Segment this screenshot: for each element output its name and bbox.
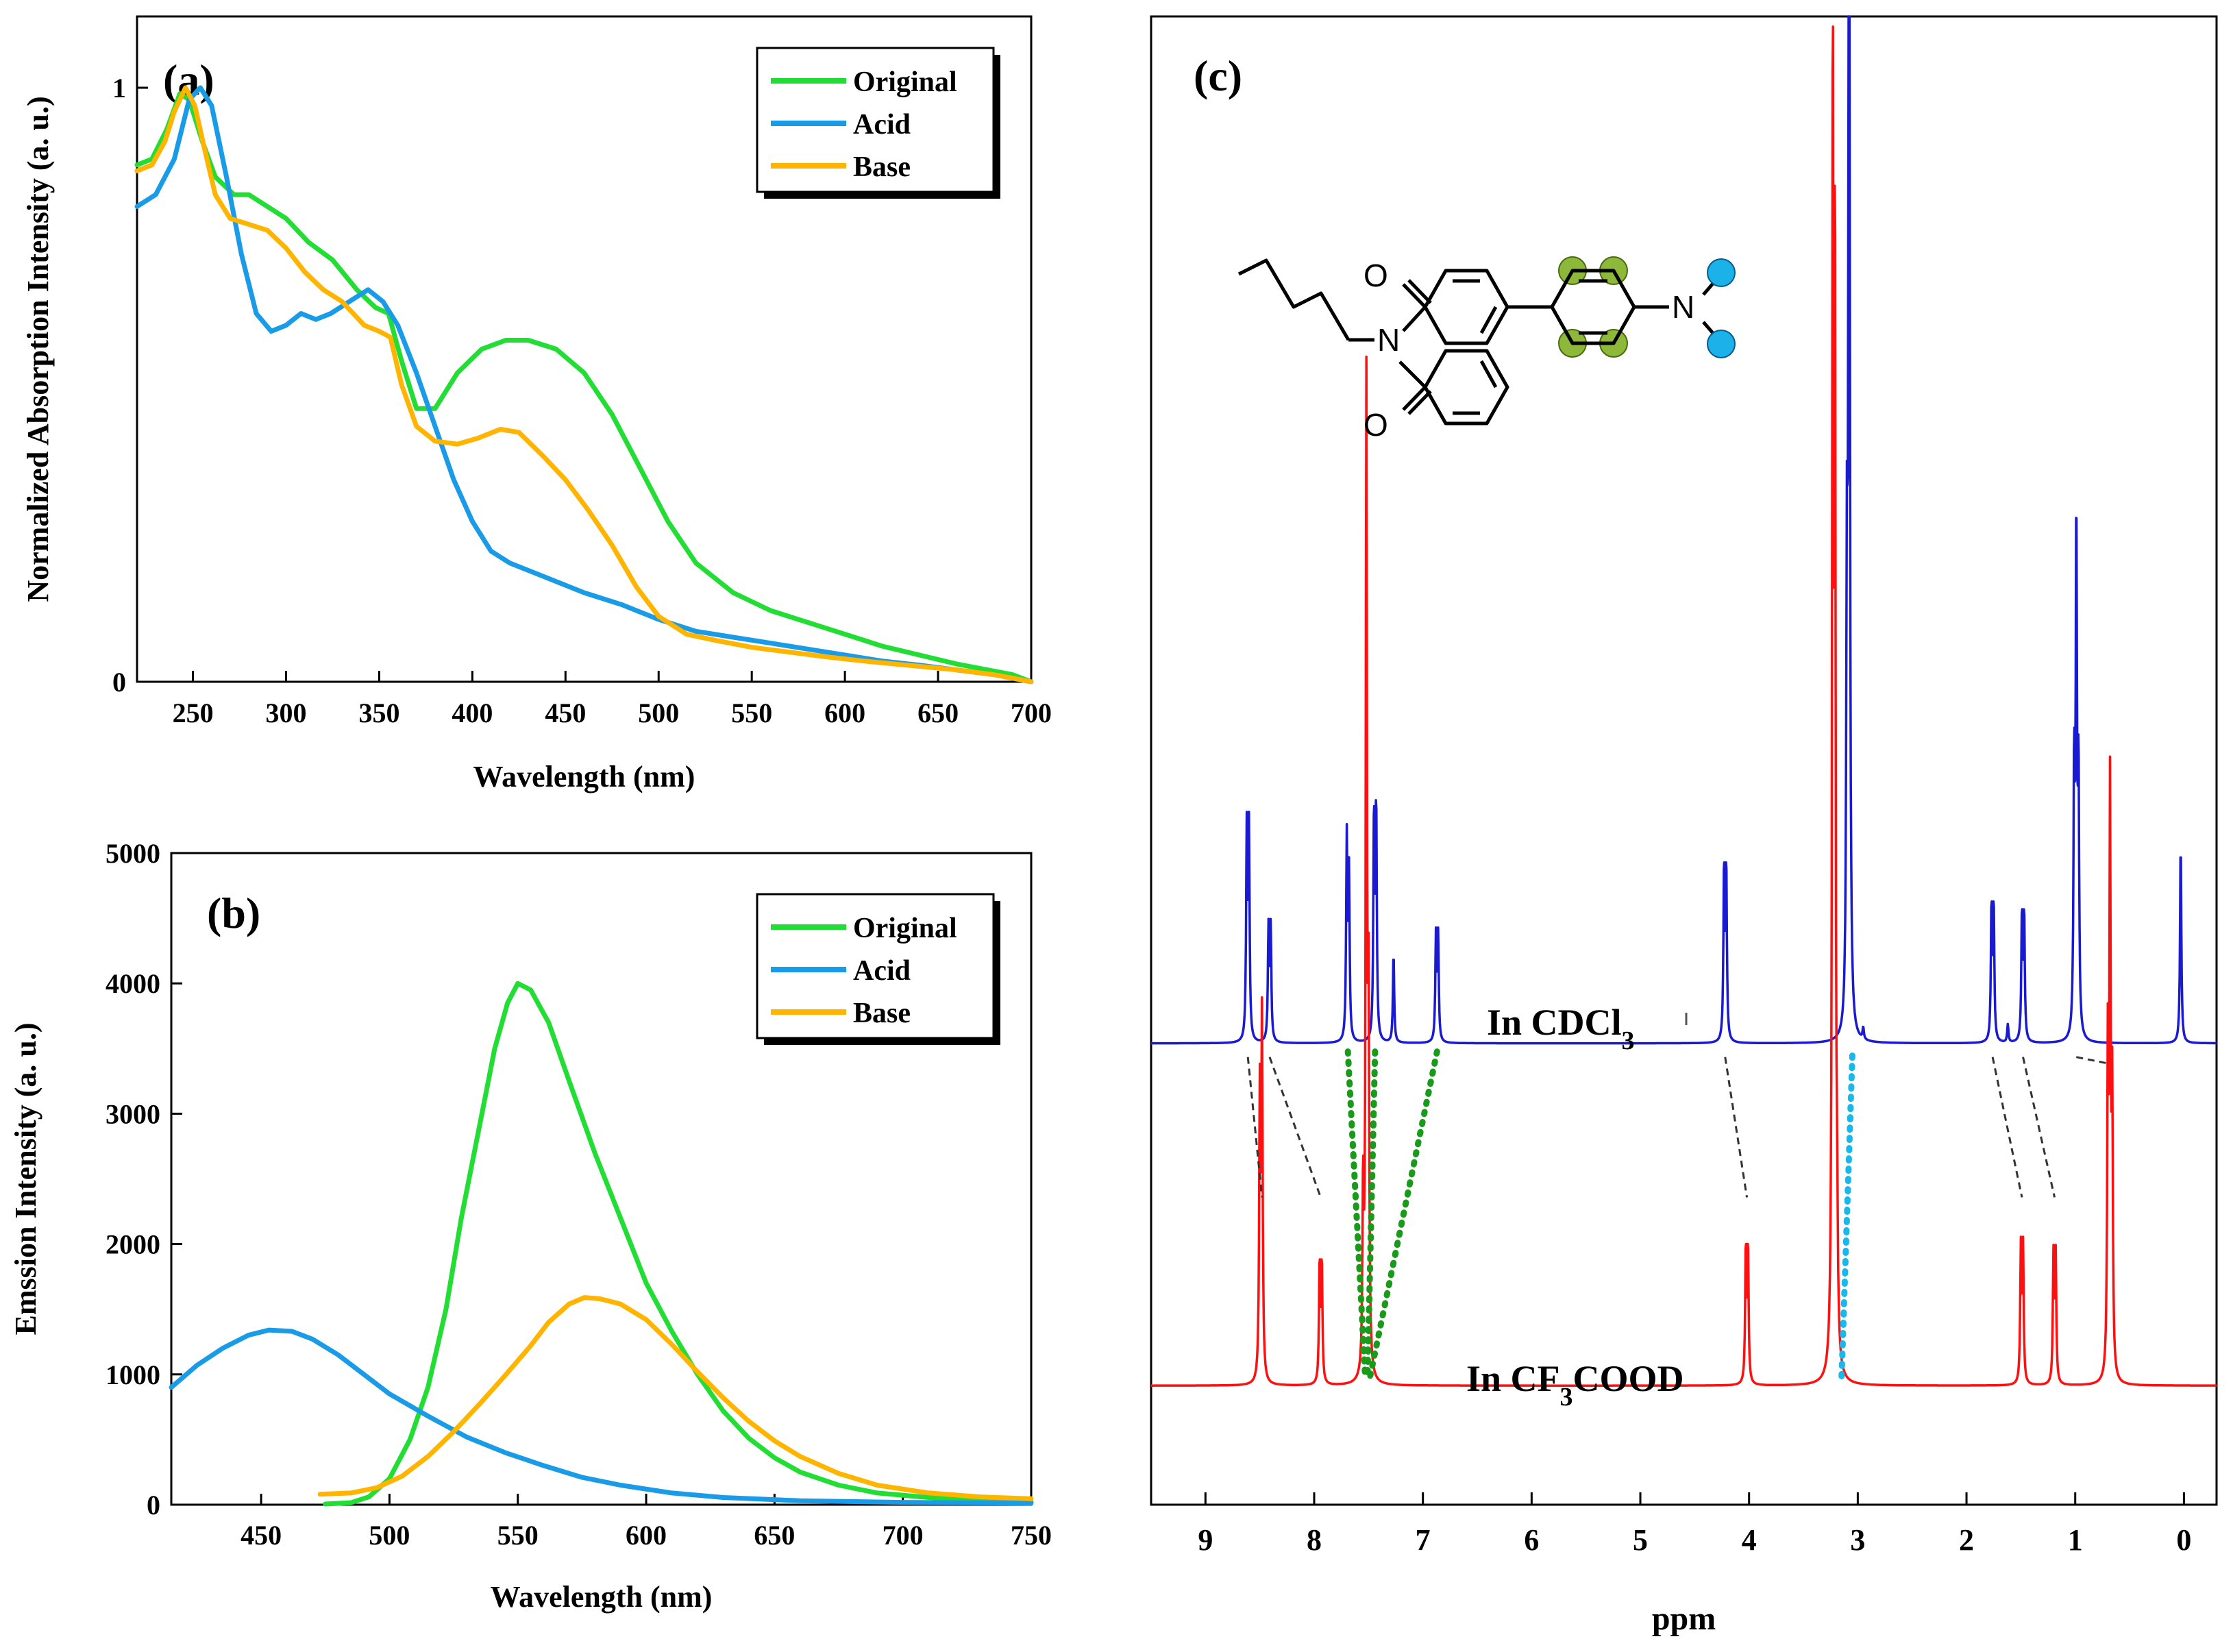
- x-tick-label-b: 700: [883, 1520, 924, 1551]
- x-tick-label-c: 2: [1959, 1523, 1974, 1557]
- correlation-line-gray: [2076, 1056, 2110, 1065]
- x-tick-label-a: 300: [266, 698, 307, 728]
- y-tick-label-b: 3000: [106, 1098, 160, 1129]
- x-axis-title-c: ppm: [1652, 1601, 1716, 1637]
- plot-frame-a: [136, 15, 1033, 683]
- legend-label-original-a: Original: [853, 66, 957, 98]
- y-tick-label-b: 4000: [106, 968, 160, 999]
- y-tick-label-a: 1: [112, 73, 126, 103]
- panel-c-nmr-chart: 9 8 7 6 5 4 3 2 1 0 ppm (c) In CDCl3 In CF3COOD: [1150, 15, 2218, 1637]
- x-tick-label-c: 7: [1416, 1523, 1431, 1557]
- blue-highlight-dot: [1707, 258, 1736, 287]
- panel-a-absorption-chart: 250 300 350 400 450 500 550 600 650 700 0 1 Waveleng…: [21, 15, 1052, 793]
- blue-highlight-markers: [1707, 258, 1736, 358]
- correlation-line-gray: [1724, 1057, 1749, 1198]
- x-axis-title-b: Wavelength (nm): [491, 1580, 713, 1614]
- panel-label-c: (c): [1194, 51, 1242, 100]
- x-tick-label-a: 350: [358, 698, 399, 728]
- panel-label-b: (b): [207, 889, 260, 937]
- x-tick-label-a: 700: [1011, 698, 1052, 728]
- x-tick-label-c: 4: [1742, 1523, 1757, 1557]
- correlation-line-cyan: [1838, 1052, 1855, 1383]
- legend-label-acid-a: Acid: [853, 109, 911, 140]
- panel-b-emission-chart: 450 500 550 600 650 700 750 0 1000 2000 3000 4000 50…: [9, 838, 1052, 1614]
- correlation-line-gray: [1991, 1057, 2023, 1198]
- correlation-line-gray: [1268, 1057, 1322, 1198]
- blue-highlight-dot: [1707, 330, 1736, 358]
- nmr-spectrum-cf3cood: [1150, 25, 2218, 1387]
- atom-n-imide: N: [1377, 322, 1400, 358]
- correlation-line-green: [1344, 1048, 1369, 1382]
- series-line-acid-a: [134, 85, 1034, 685]
- legend-label-base-b: Base: [853, 998, 911, 1029]
- x-tick-label-a: 600: [824, 698, 865, 728]
- series-line-original-b: [323, 981, 1034, 1507]
- x-tick-label-c: 8: [1307, 1523, 1322, 1557]
- plot-frame-b: [170, 852, 1033, 1506]
- plot-frame-c: [1150, 15, 2218, 1506]
- x-tick-label-b: 450: [240, 1520, 282, 1551]
- x-tick-label-c: 0: [2176, 1523, 2191, 1557]
- y-tick-label-b: 2000: [106, 1229, 160, 1260]
- x-tick-label-b: 750: [1011, 1520, 1052, 1551]
- x-tick-label-b: 550: [497, 1520, 539, 1551]
- x-tick-label-a: 500: [638, 698, 679, 728]
- atom-o-top: O: [1364, 258, 1388, 293]
- correlation-line-gray: [2022, 1057, 2056, 1198]
- x-tick-label-c: 3: [1850, 1523, 1865, 1557]
- molecule-structure: [1237, 256, 1736, 426]
- x-tick-label-c: 5: [1633, 1523, 1648, 1557]
- legend-label-base-a: Base: [853, 151, 911, 183]
- x-tick-label-c: 9: [1198, 1523, 1213, 1557]
- series-line-base-a: [134, 85, 1034, 685]
- atom-n-amine: N: [1672, 289, 1694, 325]
- x-tick-label-c: 1: [2068, 1523, 2083, 1557]
- legend-label-original-b: Original: [853, 913, 957, 944]
- nmr-spectrum-cdcl3: [1150, 15, 2218, 1045]
- x-tick-label-a: 550: [731, 698, 772, 728]
- y-tick-label-a: 0: [112, 667, 126, 698]
- y-tick-label-b: 1000: [106, 1359, 160, 1390]
- x-tick-label-c: 6: [1524, 1523, 1539, 1557]
- x-tick-label-a: 450: [545, 698, 586, 728]
- x-tick-label-a: 250: [173, 698, 214, 728]
- y-axis-title-b: Emssion Intensity (a. u.): [9, 1023, 42, 1335]
- x-tick-label-b: 500: [369, 1520, 410, 1551]
- spectrum-label-cf3cood: In CF3COOD: [1466, 1358, 1684, 1411]
- x-tick-label-a: 650: [917, 698, 959, 728]
- atom-o-bottom: O: [1364, 407, 1388, 443]
- y-tick-label-b: 0: [147, 1490, 160, 1520]
- legend-label-acid-b: Acid: [853, 955, 911, 987]
- y-tick-label-b: 5000: [106, 838, 160, 869]
- series-line-base-b: [317, 1295, 1034, 1501]
- series-line-acid-b: [169, 1327, 1034, 1506]
- correlation-line-green: [1366, 1048, 1440, 1382]
- correlation-line-green: [1364, 1048, 1379, 1382]
- series-line-original-a: [134, 91, 1034, 685]
- y-axis-title-a: Normalized Absorption Intensity (a. u.): [21, 96, 55, 602]
- spectrum-label-cdcl3: In CDCl3: [1487, 1002, 1635, 1055]
- correlation-line-gray: [1246, 1057, 1263, 1198]
- x-tick-label-b: 600: [626, 1520, 667, 1551]
- x-tick-label-b: 650: [754, 1520, 795, 1551]
- x-axis-title-a: Wavelength (nm): [473, 760, 695, 793]
- x-tick-label-a: 400: [452, 698, 493, 728]
